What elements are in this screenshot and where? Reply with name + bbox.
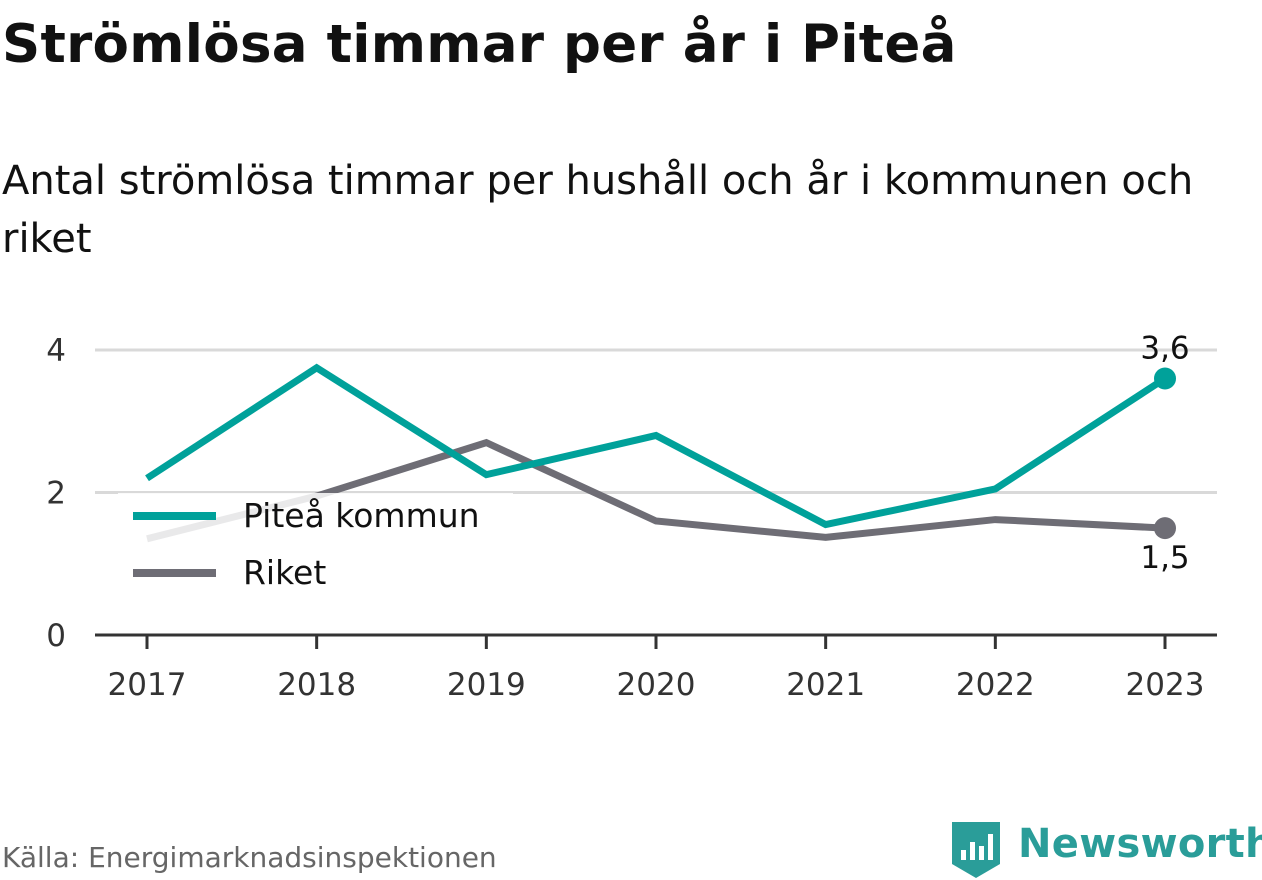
x-tick-label: 2022 <box>956 667 1035 703</box>
x-tick-label: 2019 <box>447 667 526 703</box>
source-note: Källa: Energimarknadsinspektionen <box>2 841 497 874</box>
legend-label: Piteå kommun <box>243 496 480 535</box>
end-label-pitea: 3,6 <box>1140 331 1189 367</box>
series-end-point <box>1154 517 1176 540</box>
logo-icon <box>952 822 1000 878</box>
y-axis-ticks: 0 2 4 <box>46 333 66 654</box>
series-end-point <box>1154 367 1176 390</box>
y-tick-label: 2 <box>46 476 66 512</box>
chart-subtitle: Antal strömlösa timmar per hushåll och å… <box>2 158 1194 262</box>
x-tick-label: 2020 <box>617 667 696 703</box>
y-tick-label: 4 <box>46 333 66 369</box>
y-tick-label: 0 <box>46 618 66 654</box>
end-labels: 3,6 1,5 <box>1140 331 1189 577</box>
x-tick-label: 2021 <box>786 667 865 703</box>
legend: Piteå kommun Riket <box>118 493 513 603</box>
grid-lines <box>95 348 1217 494</box>
newsworthy-logo[interactable]: Newsworthy <box>950 820 1262 880</box>
legend-label: Riket <box>243 553 326 592</box>
legend-background <box>118 493 513 603</box>
brand-name: Newsworthy <box>1018 821 1262 867</box>
x-tick-label: 2023 <box>1126 667 1205 703</box>
series-line-pitea <box>145 363 1167 529</box>
x-axis: 2017 2018 2019 2020 2021 2022 2023 <box>95 633 1217 703</box>
x-tick-label: 2018 <box>277 667 356 703</box>
end-label-riket: 1,5 <box>1140 540 1189 576</box>
line-chart: 0 2 4 2017 2018 2019 2020 2021 2022 2023 Piteå k… <box>46 331 1217 703</box>
x-tick-label: 2017 <box>108 667 187 703</box>
chart-title: Strömlösa timmar per år i Piteå <box>2 14 957 75</box>
